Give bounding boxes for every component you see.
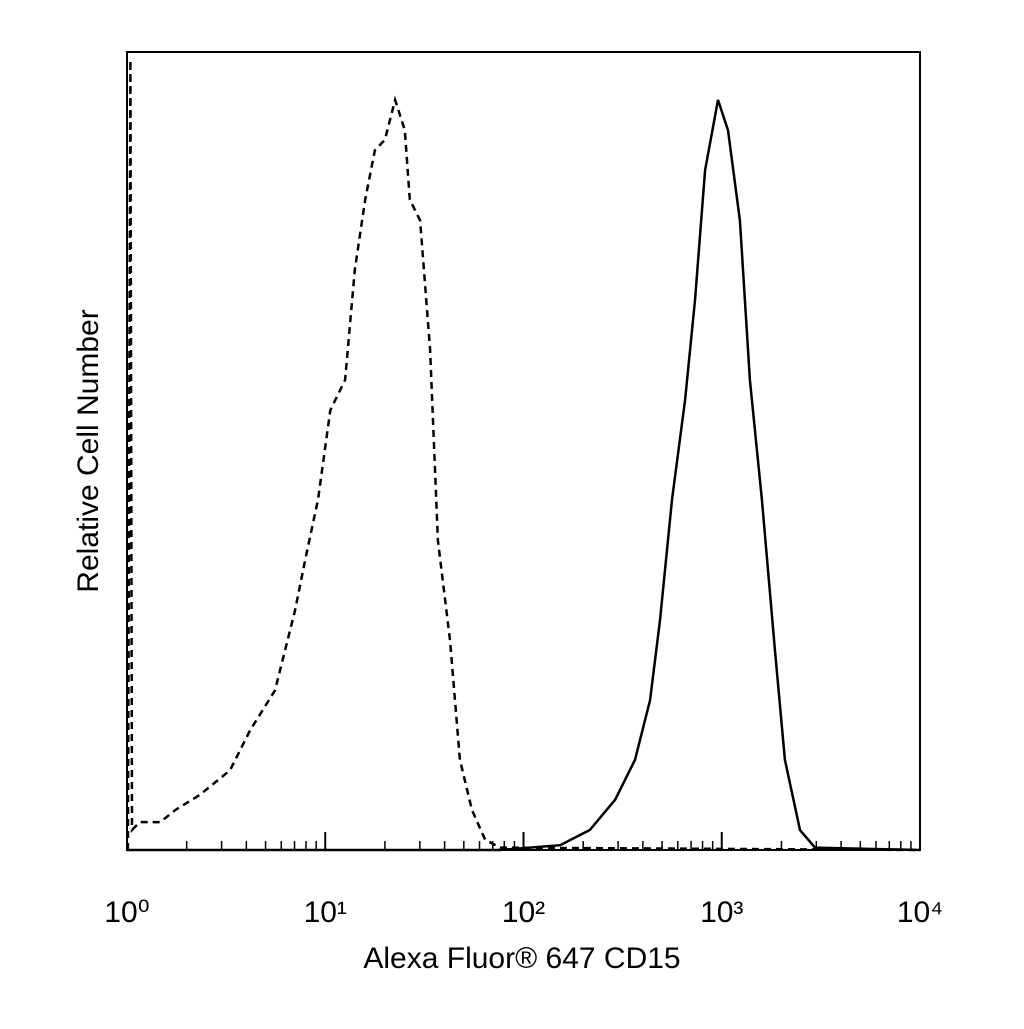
y-axis-label: Relative Cell Number: [72, 309, 105, 592]
plot-frame: [126, 51, 921, 851]
x-tick-label: 10⁰: [104, 896, 149, 929]
x-axis-label: Alexa Fluor® 647 CD15: [363, 942, 680, 975]
histogram-line: [127, 99, 921, 852]
x-tick-label: 10⁴: [897, 896, 943, 929]
x-tick-label: 10¹: [304, 896, 347, 929]
histogram-line: [126, 59, 921, 852]
x-tick-label: 10²: [502, 896, 545, 929]
x-tick-label: 10³: [700, 896, 743, 929]
